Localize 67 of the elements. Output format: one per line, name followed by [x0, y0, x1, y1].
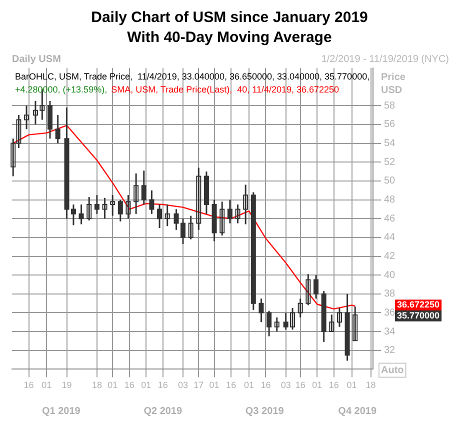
x-tick-label: 03 — [280, 380, 291, 390]
x2-tick-label: Q3 2019 — [245, 406, 284, 417]
candlestick — [243, 184, 248, 225]
text: 35.770000 — [397, 310, 440, 320]
x2-tick-label: Q1 2019 — [42, 406, 81, 417]
candlestick — [306, 273, 311, 306]
x-tick-label: 17 — [194, 380, 204, 390]
y-tick-label: 46 — [384, 213, 396, 224]
candlestick — [196, 167, 202, 231]
x-tick-label: 01 — [42, 380, 52, 390]
candlestick — [102, 197, 108, 220]
x-tick-label: 01 — [209, 380, 220, 390]
y-tick-label: 50 — [384, 176, 396, 187]
y-tick-label: 42 — [384, 251, 396, 262]
candlestick — [110, 194, 116, 217]
candlestick — [352, 306, 358, 342]
annotation: +4.280000, (+13.59%), — [15, 84, 108, 94]
x-tick-label: 16 — [260, 380, 271, 390]
x-tick-label: 16 — [226, 380, 236, 390]
x2-tick-label: Q2 2019 — [144, 406, 182, 417]
x-tick-label: 01 — [346, 380, 357, 390]
y-tick-label: 40 — [384, 270, 396, 281]
y-tick-label: 54 — [384, 138, 396, 150]
candlestick — [329, 314, 334, 332]
candlestick — [134, 172, 139, 215]
candlestick — [164, 204, 170, 227]
candlestick — [126, 194, 131, 220]
y-tick-label: 52 — [384, 156, 396, 168]
y-tick-label: 44 — [384, 232, 396, 244]
x-tick-label: 16 — [24, 380, 34, 390]
chart-title: Daily Chart of USM since January 2019 — [90, 8, 369, 28]
x-tick-label: 01 — [141, 380, 152, 390]
candlestick — [274, 316, 280, 332]
x-tick-label: 01 — [244, 380, 254, 390]
candlestick — [298, 298, 303, 318]
x-tick-label: 16 — [158, 380, 168, 390]
candlestick — [24, 104, 30, 130]
text: Auto — [381, 364, 404, 376]
x-tick-label: 01 — [108, 380, 118, 390]
annotation: BarOHLC, USM, Trade Price, 11/4/2019, 33.040000, 36.650000, 33.040000, 35.770000, — [15, 71, 370, 82]
y-tick-label: 38 — [384, 288, 396, 300]
y-tick-label: 56 — [384, 119, 396, 130]
y-tick-label: 32 — [384, 345, 396, 356]
x-tick-label: 01 — [312, 380, 322, 390]
chart-subtitle: With 40-Day Moving Average — [126, 28, 333, 48]
candlestick — [336, 307, 342, 328]
x-tick-label: 16 — [124, 380, 134, 390]
y-axis-title: Price USD — [381, 72, 406, 96]
candlestick — [220, 200, 225, 236]
candlestick — [188, 215, 194, 240]
candlestick — [235, 204, 240, 224]
candlestick — [86, 196, 92, 222]
x-tick-label: 19 — [62, 380, 72, 390]
y-tick-label: 34 — [384, 326, 396, 338]
y-tick-label: 36 — [384, 307, 396, 318]
annotation: SMA, USM, Trade Price(Last), 40, 11/4/2019, 36.672250 — [111, 84, 340, 94]
x-tick-label: 16 — [328, 380, 339, 390]
text: 1/2/2019 - 11/19/2019 (NYC) — [321, 54, 449, 65]
x-tick-label: 03 — [178, 380, 188, 390]
text: 36.672250 — [397, 300, 440, 310]
y-tick-label: 58 — [384, 100, 396, 112]
text: Daily USM — [12, 54, 61, 65]
x-tick-label: 18 — [92, 380, 102, 390]
x2-tick-label: Q4 2019 — [338, 406, 377, 417]
x-tick-label: 16 — [295, 380, 306, 390]
x-tick-label: 18 — [366, 380, 376, 390]
y-tick-label: 48 — [384, 194, 396, 206]
